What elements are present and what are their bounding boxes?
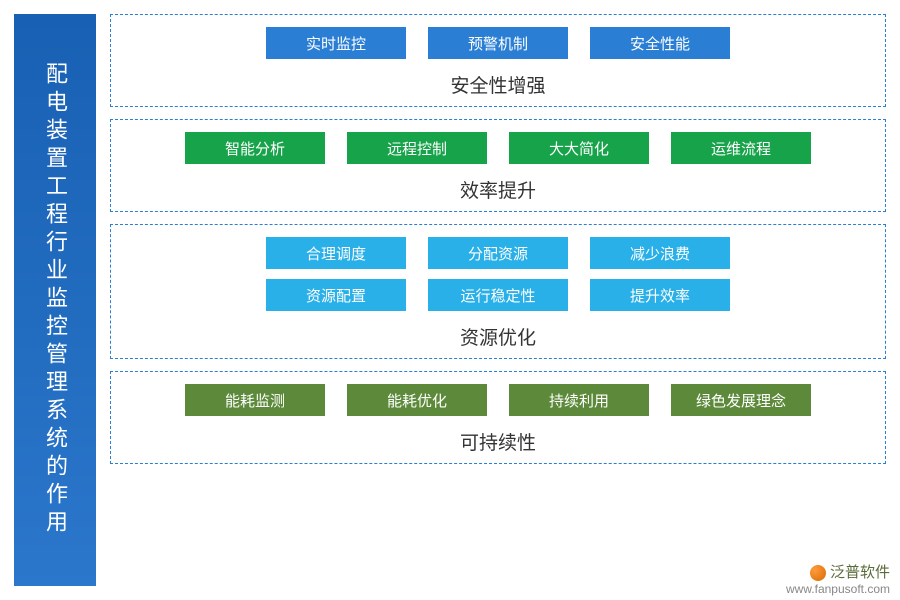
section-title: 资源优化 (460, 323, 536, 350)
section-title: 安全性增强 (450, 71, 545, 98)
tag: 安全性能 (590, 27, 730, 59)
section-title: 效率提升 (460, 176, 536, 203)
section-1: 智能分析远程控制大大简化运维流程效率提升 (110, 119, 886, 212)
sidebar-title: 配电装置工程行业监控管理系统的作用 (39, 62, 71, 538)
tag: 预警机制 (428, 27, 568, 59)
watermark-brand-row: 泛普软件 (810, 564, 890, 582)
sidebar: 配电装置工程行业监控管理系统的作用 (14, 14, 96, 586)
tag: 能耗监测 (185, 384, 325, 416)
section-2: 合理调度分配资源减少浪费资源配置运行稳定性提升效率资源优化 (110, 224, 886, 359)
watermark: 泛普软件 www.fanpusoft.com (786, 564, 890, 596)
watermark-brand: 泛普软件 (830, 564, 890, 582)
tag: 远程控制 (347, 132, 487, 164)
tag: 减少浪费 (590, 237, 730, 269)
tag: 运行稳定性 (428, 279, 568, 311)
tag: 资源配置 (266, 279, 406, 311)
section-2-row-1: 资源配置运行稳定性提升效率 (125, 279, 871, 311)
section-title: 可持续性 (460, 428, 536, 455)
tag: 智能分析 (185, 132, 325, 164)
diagram-container: 配电装置工程行业监控管理系统的作用 实时监控预警机制安全性能安全性增强智能分析远… (0, 0, 900, 600)
main-panel: 实时监控预警机制安全性能安全性增强智能分析远程控制大大简化运维流程效率提升合理调… (110, 14, 886, 586)
tag: 运维流程 (671, 132, 811, 164)
section-0: 实时监控预警机制安全性能安全性增强 (110, 14, 886, 107)
tag: 大大简化 (509, 132, 649, 164)
tag: 提升效率 (590, 279, 730, 311)
watermark-logo-icon (810, 565, 826, 581)
section-3-row-0: 能耗监测能耗优化持续利用绿色发展理念 (125, 384, 871, 416)
section-1-row-0: 智能分析远程控制大大简化运维流程 (125, 132, 871, 164)
tag: 合理调度 (266, 237, 406, 269)
tag: 分配资源 (428, 237, 568, 269)
tag: 能耗优化 (347, 384, 487, 416)
section-0-row-0: 实时监控预警机制安全性能 (125, 27, 871, 59)
section-2-row-0: 合理调度分配资源减少浪费 (125, 237, 871, 269)
tag: 实时监控 (266, 27, 406, 59)
watermark-url: www.fanpusoft.com (786, 582, 890, 596)
section-3: 能耗监测能耗优化持续利用绿色发展理念可持续性 (110, 371, 886, 464)
tag: 持续利用 (509, 384, 649, 416)
tag: 绿色发展理念 (671, 384, 811, 416)
